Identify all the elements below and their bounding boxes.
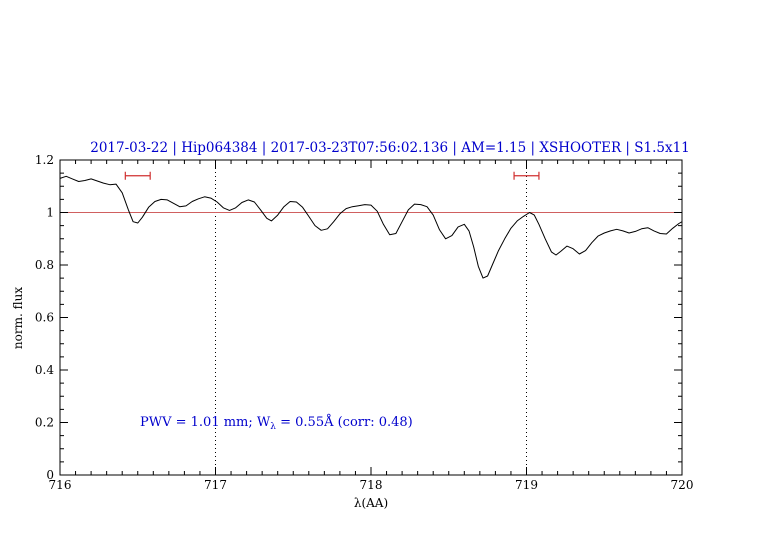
y-tick-label: 0.2: [35, 416, 54, 430]
pwv-annotation-post: = 0.55Å (corr: 0.48): [276, 414, 413, 430]
spectrum-line: [59, 175, 683, 279]
axes: [59, 159, 683, 476]
y-tick-label: 1: [46, 206, 54, 220]
x-tick-label: 718: [360, 478, 383, 492]
pwv-annotation-sub: λ: [270, 422, 276, 432]
y-tick-label: 0: [46, 468, 54, 482]
plot-title: 2017-03-22 | Hip064384 | 2017-03-23T07:5…: [90, 140, 690, 156]
band-markers: [124, 171, 540, 180]
x-tick-label: 720: [671, 478, 694, 492]
pwv-annotation: PWV = 1.01 mm; Wλ = 0.55Å (corr: 0.48): [140, 414, 413, 432]
spectrum-polyline: [59, 175, 683, 279]
tick-labels: 716 717 718 719 720 0 0.2 0.4 0.6 0.8 1 1.2: [35, 153, 694, 492]
y-tick-label: 0.6: [35, 311, 54, 325]
y-axis-label: norm. flux: [11, 287, 25, 349]
x-axis-label: λ(AA): [354, 496, 388, 510]
y-tick-label: 1.2: [35, 153, 54, 167]
x-tick-label: 717: [204, 478, 227, 492]
x-tick-label: 716: [49, 478, 72, 492]
y-tick-label: 0.4: [35, 363, 54, 377]
y-tick-label: 0.8: [35, 258, 54, 272]
x-tick-label: 719: [515, 478, 538, 492]
pwv-annotation-pre: PWV = 1.01 mm; W: [140, 415, 271, 430]
